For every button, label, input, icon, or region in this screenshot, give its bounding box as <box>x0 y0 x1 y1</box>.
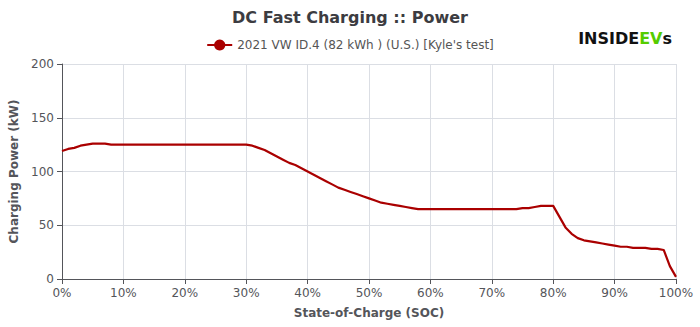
svg-text:0: 0 <box>46 272 54 286</box>
svg-text:2021 VW ID.4 (82 kWh ) (U.S.): 2021 VW ID.4 (82 kWh ) (U.S.) [Kyle's te… <box>237 38 494 52</box>
svg-text:40%: 40% <box>294 286 321 300</box>
svg-text:60%: 60% <box>417 286 444 300</box>
svg-text:80%: 80% <box>540 286 567 300</box>
svg-text:20%: 20% <box>171 286 198 300</box>
svg-text:70%: 70% <box>478 286 505 300</box>
svg-text:10%: 10% <box>110 286 137 300</box>
svg-text:DC Fast Charging :: Power: DC Fast Charging :: Power <box>232 8 468 27</box>
svg-text:INSIDE: INSIDE <box>578 29 639 48</box>
svg-text:100%: 100% <box>659 286 693 300</box>
svg-text:200: 200 <box>31 57 54 71</box>
svg-text:150: 150 <box>31 111 54 125</box>
svg-text:Charging Power (kW): Charging Power (kW) <box>7 100 21 244</box>
svg-text:EV: EV <box>639 29 663 48</box>
svg-text:State-of-Charge (SOC): State-of-Charge (SOC) <box>294 306 444 320</box>
svg-text:90%: 90% <box>601 286 628 300</box>
svg-text:30%: 30% <box>233 286 260 300</box>
svg-text:50: 50 <box>39 218 54 232</box>
svg-text:s: s <box>662 29 672 48</box>
svg-text:100: 100 <box>31 165 54 179</box>
svg-text:50%: 50% <box>356 286 383 300</box>
svg-text:0%: 0% <box>52 286 71 300</box>
